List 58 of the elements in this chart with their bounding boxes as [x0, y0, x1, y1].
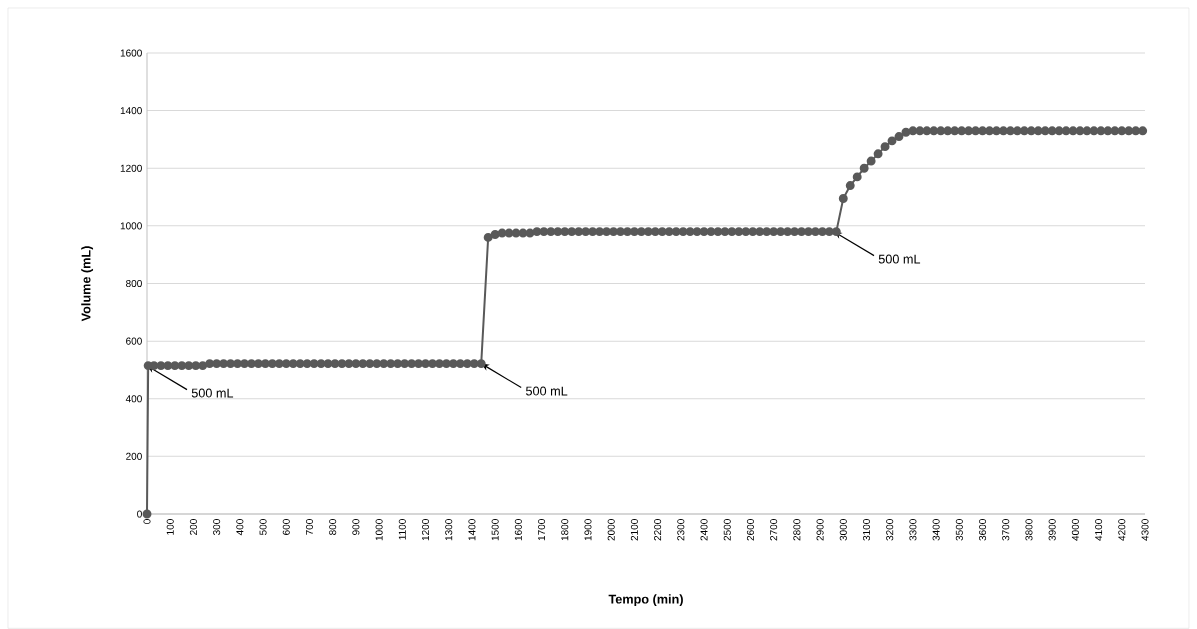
x-tick-label: 100 — [166, 519, 174, 535]
x-tick-label: 3000 — [839, 519, 847, 541]
annotation: 500 mL — [525, 386, 568, 396]
x-tick-label: 3400 — [932, 519, 940, 541]
x-tick-label: 2500 — [723, 519, 731, 541]
x-tick-label: 1300 — [445, 519, 453, 541]
x-tick-label: 4100 — [1095, 519, 1103, 541]
x-tick-label: 1600 — [514, 519, 522, 541]
y-tick-label: 0 — [137, 510, 142, 518]
x-axis-title: Tempo (min) — [608, 594, 683, 607]
x-tick-label: 4300 — [1141, 519, 1149, 541]
y-tick-label: 400 — [125, 395, 142, 403]
y-tick-label: 600 — [126, 337, 142, 345]
y-tick-label: 1200 — [120, 164, 142, 172]
y-tick-label: 800 — [126, 279, 142, 288]
x-tick-label: 900 — [352, 519, 360, 535]
x-tick-label: 4000 — [1071, 519, 1079, 541]
x-tick-label: 3900 — [1048, 519, 1056, 541]
x-tick-label: 3100 — [862, 519, 871, 541]
x-tick-label: 200 — [189, 519, 197, 535]
x-tick-label: 2400 — [700, 519, 708, 541]
x-tick-label: 2100 — [630, 519, 638, 541]
x-tick-label: 500 — [259, 519, 267, 535]
x-tick-label: 3300 — [909, 519, 917, 541]
x-tick-label: 1500 — [491, 519, 499, 541]
y-axis-title: Volume (mL) — [81, 246, 94, 322]
x-tick-label: 1100 — [398, 519, 406, 540]
x-tick-label: 1800 — [561, 519, 569, 541]
annotation: 500 mL — [191, 388, 234, 398]
x-tick-label: 3600 — [979, 519, 987, 541]
y-tick-label: 200 — [126, 452, 142, 460]
x-tick-label: 0 — [143, 519, 151, 524]
x-tick-label: 1900 — [584, 519, 592, 541]
x-tick-label: 3200 — [886, 519, 894, 541]
x-tick-label: 4200 — [1118, 519, 1126, 541]
x-tick-label: 2600 — [746, 519, 754, 541]
x-tick-label: 2800 — [793, 519, 801, 541]
x-tick-label: 2900 — [816, 519, 824, 541]
x-tick-label: 300 — [213, 519, 221, 536]
x-tick-label: 1200 — [421, 519, 430, 541]
y-tick-label: 1400 — [120, 107, 142, 115]
x-tick-label: 2300 — [677, 519, 685, 541]
x-tick-label: 2000 — [607, 519, 615, 541]
x-tick-label: 1700 — [538, 519, 546, 541]
x-tick-label: 2200 — [654, 519, 662, 541]
y-tick-label: 1000 — [120, 222, 142, 230]
y-tick-label: 1600 — [120, 49, 142, 57]
x-tick-label: 1000 — [375, 519, 383, 541]
x-tick-label: 700 — [305, 519, 314, 535]
x-tick-label: 1400 — [468, 519, 476, 541]
x-tick-label: 3500 — [955, 519, 963, 541]
x-tick-label: 800 — [329, 519, 337, 535]
x-tick-label: 600 — [282, 519, 290, 535]
x-tick-label: 400 — [236, 519, 244, 536]
x-tick-label: 3700 — [1002, 519, 1010, 541]
x-tick-label: 3800 — [1025, 519, 1033, 541]
x-tick-label: 2700 — [770, 519, 778, 541]
annotation: 500 mL — [878, 254, 921, 264]
